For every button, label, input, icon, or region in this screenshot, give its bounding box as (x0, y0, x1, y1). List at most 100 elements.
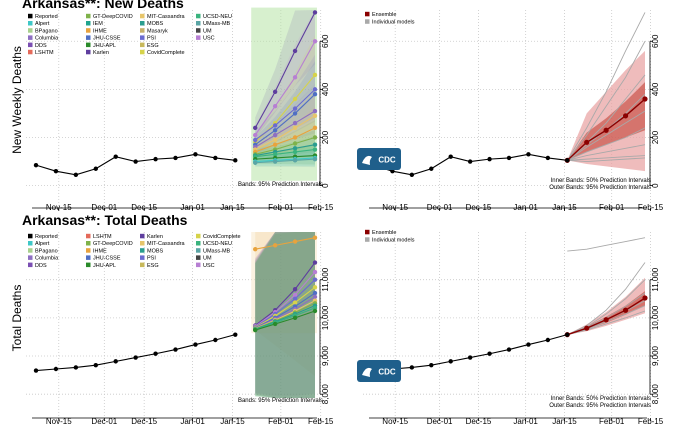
ensemble-point (642, 295, 648, 301)
cdc-eagle-icon (362, 367, 372, 377)
panel-total-deaths-ensemble: Nov-15 Dec-01 Dec-15 Jan-01 Jan-15 Feb-01 Feb-… (357, 229, 664, 426)
x-tick-label: Feb-01 (599, 417, 625, 426)
series-point-ucsd-neu (292, 149, 298, 155)
legend-label-lshtm: LSHTM (35, 50, 54, 56)
legend-swatch-individual-models (365, 237, 370, 242)
series-point-mit-cassandra (312, 113, 318, 119)
legend-label-esg: ESG (147, 43, 159, 49)
reported-point (173, 347, 178, 352)
outer-bands-note: Outer Bands: 95% Prediction Intervals (549, 185, 651, 191)
x-tick-label: Feb-01 (268, 417, 294, 426)
series-point-mobs (312, 142, 318, 147)
legend-swatch-ihme (86, 248, 91, 253)
legend-swatch-um (196, 255, 201, 260)
series-line-ihme (255, 127, 316, 153)
series-point-karlen (292, 287, 298, 292)
series-line-usc (254, 271, 316, 327)
series-point-ihme (312, 235, 318, 240)
legend-swatch-lshtm (28, 49, 33, 55)
reported-point (173, 155, 178, 161)
series-point-gt-deepcovid (312, 135, 318, 140)
legend-swatch-mobs (140, 248, 145, 253)
reported-point (33, 368, 39, 373)
y-tick-label: 400 (321, 82, 330, 96)
legend-label-um: UM (203, 256, 212, 262)
y-tick-label: 200 (651, 130, 660, 144)
legend-swatch-jhu-apl (86, 262, 91, 268)
y-tick-label: 9,000 (321, 345, 330, 366)
series-point-covidcomplete (292, 96, 298, 102)
x-tick-label: Feb-15 (308, 417, 334, 426)
x-tick-label: Feb-15 (638, 203, 664, 212)
legend-label-karlen: Karlen (147, 234, 163, 240)
legend-label-dds: DDS (35, 263, 47, 269)
x-tick-label: Dec-15 (466, 203, 492, 212)
reported-point (467, 355, 473, 360)
reported-point (233, 332, 238, 337)
x-tick-label: Jan-15 (220, 417, 245, 426)
reported-point (213, 337, 218, 343)
series-line-covidcomplete (254, 286, 316, 328)
legend-swatch-mit-cassandra (140, 241, 145, 246)
y-tick-label: 10,000 (651, 305, 660, 330)
legend-label-columbia: Columbia (35, 256, 59, 262)
series-line-psi (254, 88, 316, 141)
ensemble-point (584, 325, 590, 331)
legend-swatch-umass-mb (196, 248, 201, 253)
legend-label-ihme: IHME (93, 248, 107, 254)
reported-point (526, 152, 531, 157)
reported-point (390, 168, 395, 174)
x-tick-label: Jan-15 (552, 203, 577, 212)
reported-point (193, 342, 198, 347)
ensemble-point (603, 317, 609, 323)
reported-point (53, 366, 59, 372)
series-point-karlen (253, 125, 258, 131)
series-point-karlen (272, 89, 278, 94)
legend-label-lshtm: LSHTM (93, 234, 112, 240)
legend-label-columbia: Columbia (35, 36, 59, 42)
reported-point (429, 166, 434, 171)
prediction-band-gt-deepcovid (255, 120, 315, 160)
legend-swatch-ucsd-neu (196, 13, 201, 19)
reported-point (565, 332, 570, 337)
individual-model-line (567, 157, 646, 162)
series-line-jhu-csse (254, 93, 316, 146)
x-tick-label: Nov-15 (46, 203, 72, 212)
reported-point (545, 155, 551, 161)
legend-swatch-reported (28, 13, 33, 19)
reported-point (53, 168, 59, 174)
chart-title-total-deaths: Arkansas**: Total Deaths (22, 212, 188, 228)
legend-swatch-mobs (140, 21, 145, 26)
series-point-ihme (312, 125, 318, 131)
x-tick-label: Feb-15 (638, 417, 664, 426)
legend-swatch-mit-cassandra (140, 13, 145, 19)
panel-new-deaths-ensemble: Nov-15 Dec-01 Dec-15 Jan-01 Jan-15 Feb-01 Feb-… (357, 10, 664, 212)
individual-model-line (567, 262, 646, 336)
legend-swatch-ucsd-neu (196, 241, 201, 246)
series-line-jhu-apl (255, 310, 316, 331)
x-tick-label: Jan-01 (513, 417, 538, 426)
legend-label-gt-deepcovid: GT-DeepCOVID (93, 241, 133, 247)
legend-label-reported: Reported (35, 234, 58, 240)
y-tick-label: 600 (651, 34, 660, 48)
series-line-jhu-apl (255, 154, 316, 160)
legend-swatch-esg (140, 262, 145, 268)
series-line-mobs (255, 144, 316, 157)
legend-label-esg: ESG (147, 263, 159, 269)
series-point-ucsd-neu (312, 147, 318, 152)
legend-label-um: UM (203, 28, 212, 34)
prediction-band-mit-cassandra (255, 90, 315, 157)
individual-model-line (567, 155, 646, 161)
chart-title-new-deaths: Arkansas**: New Deaths (22, 0, 184, 11)
reported-point (545, 337, 551, 343)
reported-point (113, 154, 118, 159)
individual-model-line (567, 110, 646, 161)
legend-swatch-covidcomplete (140, 49, 145, 55)
legend-label-jhu-csse: JHU-CSSE (93, 256, 121, 262)
series-point-jhu-apl (253, 327, 258, 333)
series-point-karlen (292, 48, 298, 54)
x-tick-label: Dec-15 (131, 203, 157, 212)
ylabel-total-deaths: Total Deaths (10, 285, 24, 352)
ensemble-point (622, 307, 629, 313)
series-line-karlen (254, 262, 316, 326)
